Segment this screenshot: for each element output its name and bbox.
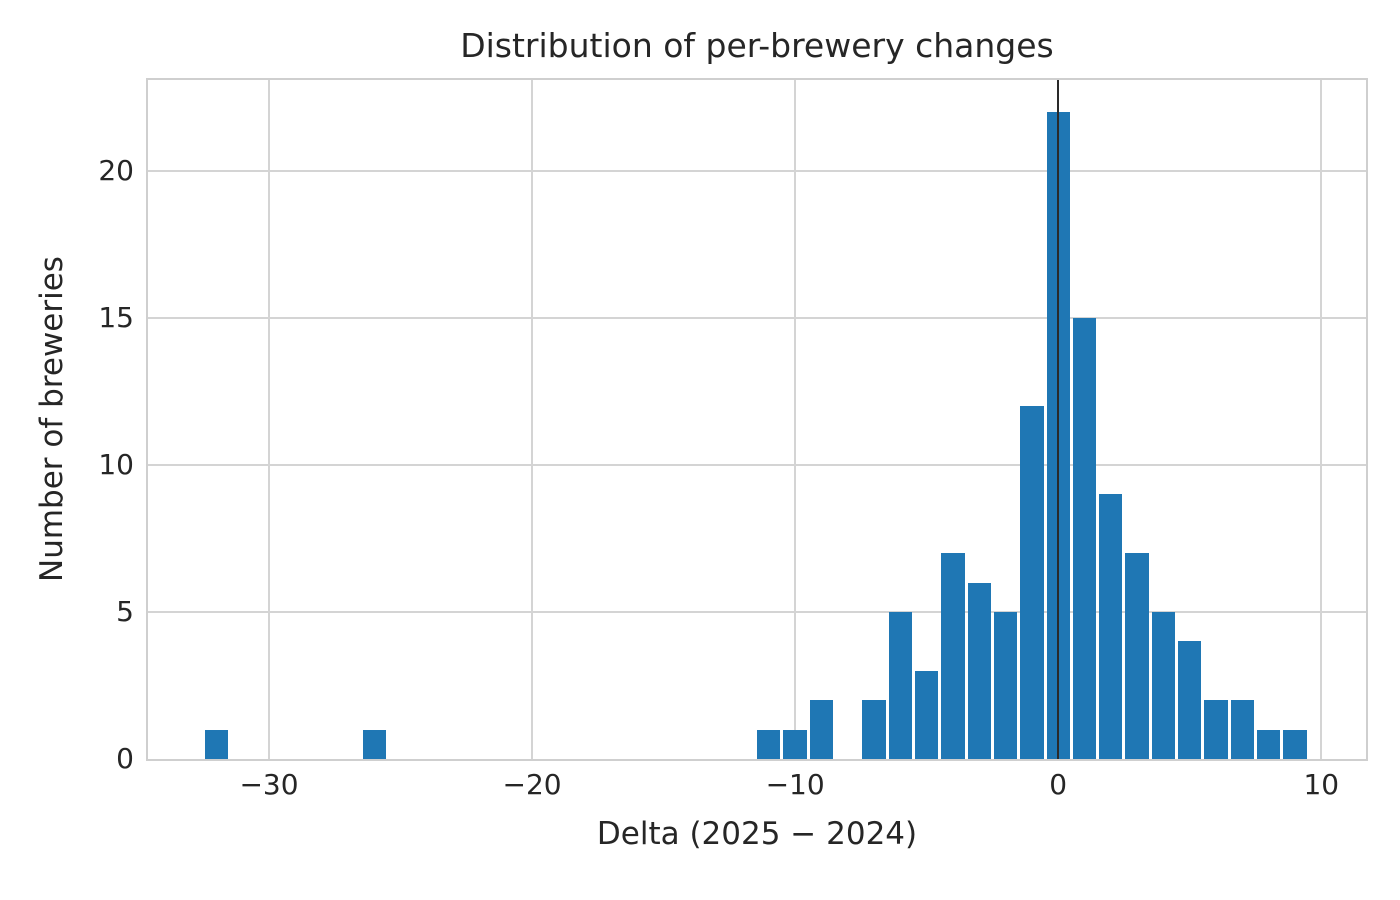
gridline-vertical: [1320, 80, 1323, 759]
x-tick-label: −10: [765, 768, 825, 801]
histogram-bar: [204, 729, 229, 759]
histogram-bar: [1151, 612, 1176, 759]
histogram-bar: [1283, 729, 1307, 759]
histogram-bar: [993, 612, 1018, 759]
histogram-bar: [1125, 553, 1149, 759]
x-tick-label: 0: [1049, 768, 1068, 801]
gridline-vertical: [794, 80, 797, 759]
zero-reference-line: [1056, 80, 1060, 759]
histogram-bar: [1257, 729, 1281, 759]
histogram-bar: [1178, 641, 1202, 759]
plot-area: [146, 78, 1368, 761]
y-tick-label: 0: [116, 742, 134, 775]
chart-title: Distribution of per-brewery changes: [460, 26, 1054, 65]
histogram-bar: [809, 700, 834, 759]
histogram-bar: [941, 553, 965, 759]
y-tick-label: 10: [98, 448, 134, 482]
histogram-bar: [362, 729, 386, 759]
histogram-bar: [888, 612, 912, 759]
y-tick-label: 5: [116, 595, 134, 629]
histogram-bar: [1072, 318, 1097, 759]
gridline-horizontal: [148, 170, 1366, 173]
histogram-bar: [1230, 700, 1254, 759]
histogram-bar: [1099, 494, 1123, 759]
histogram-bar: [862, 700, 886, 759]
y-axis-label: Number of breweries: [34, 256, 70, 582]
y-tick-label: 20: [98, 154, 134, 188]
x-tick-label: 10: [1303, 768, 1340, 801]
gridline-horizontal: [148, 611, 1366, 614]
histogram-bar: [757, 729, 781, 759]
y-tick-label: 15: [98, 301, 134, 335]
histogram-bar: [967, 582, 991, 759]
histogram-bar: [783, 729, 807, 759]
histogram-bar: [1204, 700, 1228, 759]
gridline-horizontal: [148, 464, 1366, 467]
gridline-vertical: [268, 80, 270, 759]
x-axis-label: Delta (2025 − 2024): [596, 816, 918, 852]
x-tick-label: −30: [239, 768, 299, 801]
histogram-bar: [915, 670, 939, 759]
x-tick-label: −20: [502, 768, 562, 801]
gridline-horizontal: [148, 317, 1366, 320]
gridline-vertical: [531, 80, 534, 759]
histogram-bar: [1020, 406, 1044, 759]
